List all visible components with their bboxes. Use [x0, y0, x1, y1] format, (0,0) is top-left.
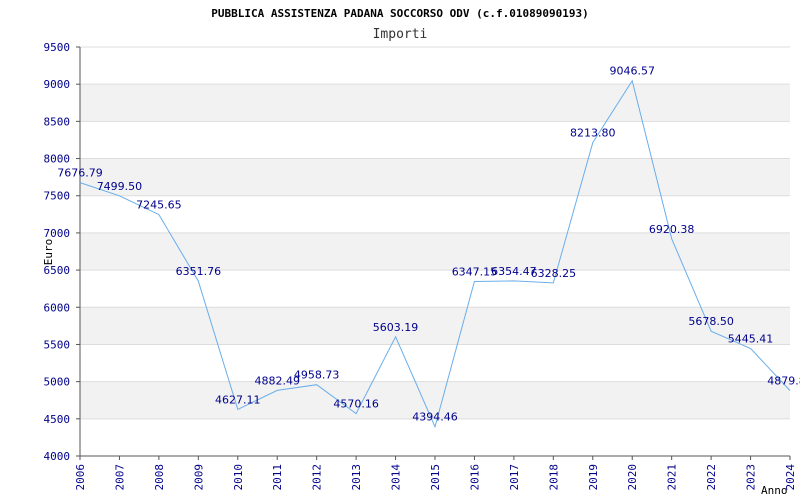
grid-band [80, 381, 790, 419]
grid-band [80, 158, 790, 196]
x-tick-label: 2022 [705, 464, 718, 491]
y-axis-ticks: 4000 4500 5000 5500 6000 6500 7000 7500 8000 8500… [44, 41, 80, 463]
data-label: 9046.57 [609, 65, 655, 78]
x-tick-label: 2010 [232, 464, 245, 491]
y-tick-label: 8500 [44, 115, 71, 128]
data-label: 4394.46 [412, 411, 458, 424]
x-tick-label: 2018 [547, 464, 560, 491]
data-label: 5445.41 [728, 333, 774, 346]
grid-lines [80, 46, 790, 457]
data-label: 4882.49 [254, 374, 300, 387]
y-axis-label: Euro [42, 239, 55, 266]
series-line [79, 79, 791, 429]
data-label: 7676.79 [57, 167, 103, 180]
x-tick-label: 2024 [784, 464, 797, 491]
grid-band [80, 84, 790, 122]
data-label: 4879.80 [767, 375, 800, 388]
data-label: 6347.15 [452, 265, 498, 278]
grid-bands [80, 84, 790, 419]
y-tick-label: 8000 [44, 153, 71, 166]
y-tick-label: 5500 [44, 338, 71, 351]
y-tick-label: 6500 [44, 264, 71, 277]
x-tick-label: 2014 [390, 464, 403, 491]
x-tick-label: 2006 [74, 464, 87, 491]
data-label: 6328.25 [531, 267, 577, 280]
x-tick-label: 2019 [587, 464, 600, 491]
x-tick-label: 2015 [429, 464, 442, 491]
data-label: 7499.50 [97, 180, 143, 193]
y-tick-label: 7500 [44, 190, 71, 203]
y-tick-label: 9500 [44, 41, 71, 54]
x-tick-label: 2011 [271, 464, 284, 491]
x-tick-label: 2023 [745, 464, 758, 491]
data-label: 4958.73 [294, 369, 340, 382]
y-tick-label: 7000 [44, 227, 71, 240]
x-tick-label: 2017 [508, 464, 521, 491]
data-label: 4570.16 [333, 398, 379, 411]
x-tick-label: 2009 [192, 464, 205, 491]
data-label: 7245.65 [136, 199, 182, 212]
data-label: 6354.47 [491, 265, 537, 278]
x-tick-label: 2012 [311, 464, 324, 491]
x-tick-label: 2020 [626, 464, 639, 491]
x-tick-label: 2021 [666, 464, 679, 491]
x-tick-label: 2016 [468, 464, 481, 491]
x-axis-ticks: 2006 2007 2008 2009 2010 2011 2012 2013 2014 2015… [74, 456, 797, 491]
data-label: 4627.11 [215, 393, 261, 406]
y-tick-label: 5000 [44, 376, 71, 389]
grid-band [80, 307, 790, 345]
y-tick-label: 4500 [44, 413, 71, 426]
x-tick-label: 2007 [113, 464, 126, 491]
chart-title: PUBBLICA ASSISTENZA PADANA SOCCORSO ODV … [211, 7, 589, 20]
data-label: 5678.50 [688, 315, 734, 328]
y-tick-label: 4000 [44, 450, 71, 463]
y-tick-label: 9000 [44, 78, 71, 91]
y-tick-label: 6000 [44, 301, 71, 314]
x-tick-label: 2008 [153, 464, 166, 491]
data-label: 6351.76 [176, 265, 222, 278]
chart-subtitle: Importi [373, 27, 428, 42]
data-label: 8213.80 [570, 127, 616, 140]
x-axis-label: Anno [761, 484, 788, 497]
data-label: 5603.19 [373, 321, 419, 334]
x-tick-label: 2013 [350, 464, 363, 491]
data-label: 6920.38 [649, 223, 695, 236]
